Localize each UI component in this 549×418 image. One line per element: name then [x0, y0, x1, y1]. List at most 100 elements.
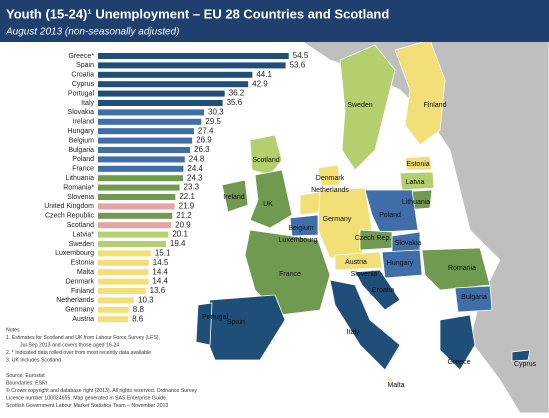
note: 3. UK includes Scotland — [6, 357, 61, 363]
austria-shape — [334, 251, 383, 271]
value-label: 26.3 — [194, 145, 210, 154]
bar — [98, 288, 146, 294]
malta-shape — [387, 377, 393, 383]
bar — [98, 241, 166, 247]
value-label: 22.1 — [179, 192, 195, 201]
map-label: Hungary — [387, 260, 414, 267]
category-label: Cyprus — [72, 81, 95, 88]
bar — [98, 231, 169, 238]
note: Boundaries: ESRI — [6, 380, 47, 386]
map-label: Spain — [227, 319, 245, 326]
bar — [98, 147, 191, 153]
map-label: Poland — [379, 212, 401, 219]
netherlands-shape — [299, 191, 321, 216]
value-label: 29.5 — [205, 117, 221, 126]
map-label: Scotland — [252, 157, 279, 164]
value-label: 8.8 — [133, 305, 145, 314]
category-label: Malta — [77, 269, 94, 276]
bar — [98, 81, 249, 88]
map-label: Greece — [448, 359, 471, 366]
bar — [98, 156, 185, 163]
category-label: Slovakia — [68, 109, 95, 116]
value-label: 10.3 — [138, 296, 154, 305]
bar — [98, 250, 151, 257]
uk-shape — [249, 169, 293, 229]
sweden-shape — [339, 44, 396, 171]
bar — [98, 71, 253, 78]
france-shape — [244, 229, 331, 316]
note: Source: Eurostat — [6, 373, 45, 379]
category-label: Greece* — [68, 53, 94, 60]
map-label: Portugal — [202, 314, 229, 321]
italy-shape — [329, 279, 401, 371]
category-label: Ireland — [73, 119, 95, 126]
bar — [98, 194, 176, 200]
title-bar — [0, 0, 549, 42]
value-label: 36.2 — [229, 89, 245, 98]
map-label: Malta — [387, 382, 404, 389]
bar — [98, 53, 289, 59]
value-label: 21.2 — [176, 211, 192, 220]
poland-shape — [364, 189, 419, 233]
latvia-shape — [399, 171, 435, 191]
map — [195, 29, 549, 414]
bar — [98, 175, 184, 182]
value-label: 54.5 — [293, 51, 309, 60]
category-label: Hungary — [68, 128, 95, 135]
bar — [98, 137, 193, 144]
map-label: Croatia — [372, 287, 395, 294]
category-label: Lithuania — [66, 175, 95, 182]
category-label: Estonia — [71, 260, 94, 267]
value-label: 24.4 — [187, 164, 203, 173]
category-label: Denmark — [66, 278, 95, 285]
category-label: Austria — [72, 316, 94, 323]
category-label: Scotland — [67, 222, 94, 229]
bar — [98, 128, 194, 135]
note: 1. Estimates for Scotland and UK from La… — [6, 335, 160, 341]
bar — [98, 222, 172, 229]
value-label: 23.3 — [184, 183, 200, 192]
bar — [98, 269, 149, 276]
category-label: France — [72, 166, 94, 173]
bar — [98, 184, 180, 191]
map-label: Romania — [448, 265, 476, 272]
note: Jul-Sep 2013 and covers those aged 16-24 — [20, 342, 119, 348]
map-label: Luxembourg — [279, 237, 318, 244]
bar — [98, 118, 202, 125]
value-label: 35.6 — [227, 98, 243, 107]
croatia-shape — [354, 269, 401, 311]
map-label: Latvia — [406, 179, 425, 186]
value-label: 14.4 — [152, 277, 168, 286]
category-label: Slovenia — [67, 194, 94, 201]
value-label: 27.4 — [198, 126, 214, 135]
category-label: Romania* — [63, 184, 94, 191]
map-label: Lithuania — [402, 199, 431, 206]
map-label: Slovenia — [351, 271, 378, 278]
map-label: Czech Rep. — [355, 235, 392, 242]
value-label: 20.9 — [175, 220, 191, 229]
value-label: 19.4 — [170, 239, 186, 248]
category-label: Portugal — [68, 90, 95, 97]
value-label: 13.6 — [150, 286, 166, 295]
finland-shape — [394, 39, 446, 146]
value-label: 42.9 — [252, 79, 268, 88]
greece-shape — [439, 314, 476, 371]
value-label: 21.9 — [179, 202, 195, 211]
estonia-shape — [404, 155, 433, 171]
hungary-shape — [381, 249, 423, 279]
map-label: Slovakia — [395, 240, 422, 247]
map-label: Cyprus — [514, 361, 537, 368]
note: Notes — [6, 327, 20, 333]
map-label: Austria — [345, 259, 367, 266]
value-label: 8.6 — [132, 314, 144, 323]
belgium-shape — [289, 214, 319, 237]
map-label: Finland — [424, 102, 447, 109]
value-label: 14.4 — [152, 267, 168, 276]
portugal-shape — [195, 302, 213, 346]
map-label: France — [279, 271, 301, 278]
note: 2. * Indicated data rolled over from mos… — [6, 350, 151, 356]
cyprus-shape — [511, 349, 531, 362]
bar — [98, 259, 149, 266]
category-label: Sweden — [69, 241, 94, 248]
